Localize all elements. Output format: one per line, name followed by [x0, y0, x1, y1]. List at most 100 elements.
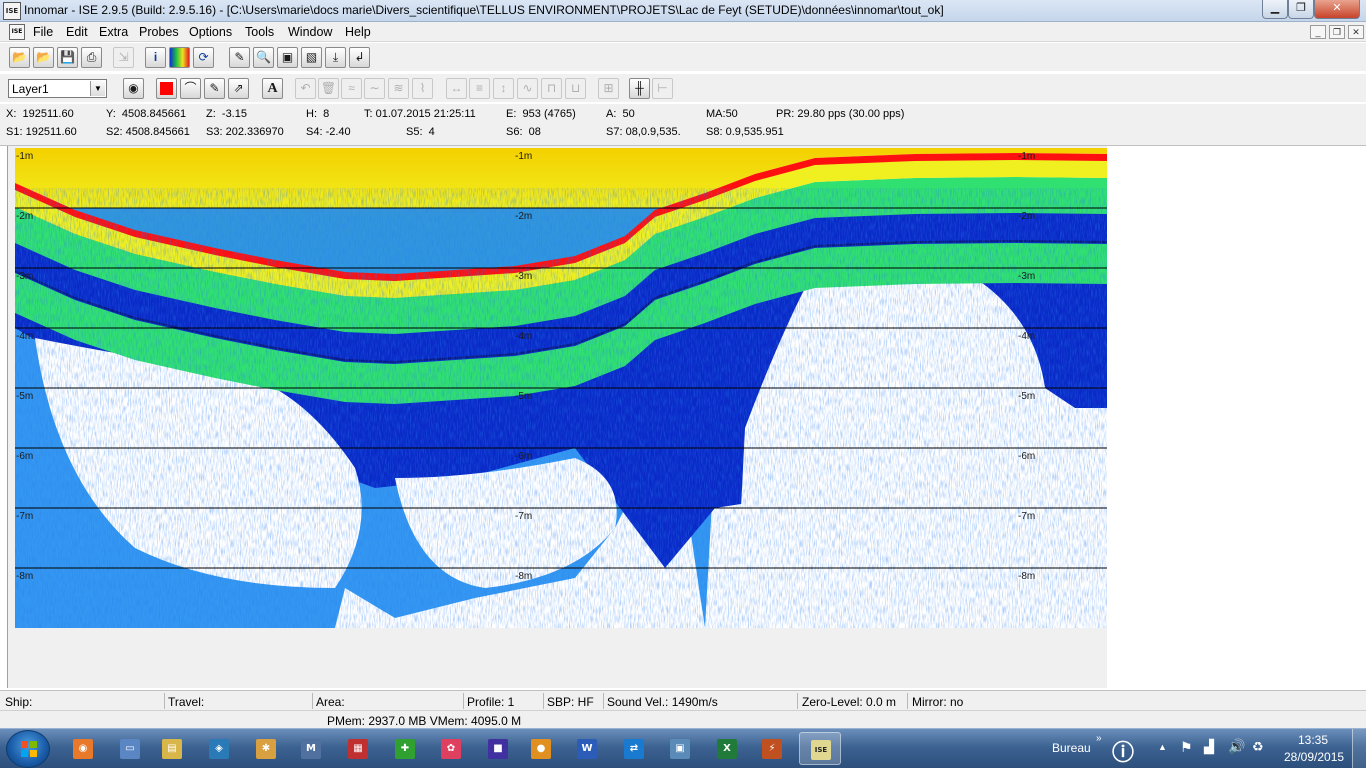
app-9-icon: ▣ [670, 739, 690, 759]
text-tool-icon[interactable]: A [262, 78, 283, 99]
minimize-button[interactable]: ▁ [1262, 0, 1288, 19]
taskbar-app-7[interactable]: ■ [477, 732, 519, 765]
ise-icon: ISE [811, 740, 831, 760]
volume-icon[interactable]: 🔊 [1228, 738, 1246, 754]
highlighter-icon[interactable]: ✎ [204, 78, 225, 99]
markers-icon[interactable]: ╫ [629, 78, 650, 99]
app-icon[interactable]: ISE [3, 2, 21, 20]
eye-icon[interactable]: ◉ [123, 78, 144, 99]
stretch-v-icon[interactable]: ↕ [493, 78, 514, 99]
taskbar-app-4[interactable]: ▦ [337, 732, 379, 765]
sine-icon[interactable]: ∿ [517, 78, 538, 99]
edit-icon[interactable]: ▧ [301, 47, 322, 68]
spike-icon[interactable]: ⌇ [412, 78, 433, 99]
taskbar-app-5[interactable]: ✚ [384, 732, 426, 765]
palette-icon[interactable] [169, 47, 190, 68]
color-swatch-button[interactable] [156, 78, 177, 99]
step-icon[interactable]: ⊔ [565, 78, 586, 99]
maximize-button[interactable]: ❐ [1288, 0, 1314, 19]
info-tray-icon[interactable]: ⓘ [1112, 740, 1135, 765]
align-icon[interactable]: ≡ [469, 78, 490, 99]
taskbar-firefox[interactable]: ◉ [62, 732, 104, 765]
undo-icon[interactable]: ↶ [295, 78, 316, 99]
zoom-icon[interactable]: 🔍 [253, 47, 274, 68]
start-button[interactable] [6, 730, 50, 768]
taskbar-app-8[interactable]: ● [520, 732, 562, 765]
taskbar-app-6[interactable]: ✿ [430, 732, 472, 765]
layer-select[interactable]: Layer1 ▼ [8, 79, 107, 98]
mdi-close-button[interactable]: ✕ [1348, 25, 1364, 39]
clock-date[interactable]: 28/09/2015 [1284, 750, 1345, 764]
taskbar-excel[interactable]: X [706, 732, 748, 765]
network-icon[interactable]: ▟ [1204, 739, 1214, 754]
layer-toolbar [0, 74, 1366, 102]
menu-extra[interactable]: Extra [99, 25, 129, 39]
taskbar-explorer-folder[interactable]: ▤ [151, 732, 193, 765]
app-5-icon: ✚ [395, 739, 415, 759]
taskbar-app-2[interactable]: ✱ [245, 732, 287, 765]
mdi-restore-button[interactable]: ❐ [1329, 25, 1345, 39]
corner-arrow-icon[interactable]: ↲ [349, 47, 370, 68]
chevron-right-icon[interactable]: » [1096, 733, 1102, 744]
document-icon[interactable]: ISE [9, 24, 25, 40]
delete-icon[interactable]: 🗑 [318, 78, 339, 99]
info-s3: S3: 202.336970 [206, 126, 284, 138]
app-7-icon: ■ [488, 739, 508, 759]
info-icon[interactable]: i [145, 47, 166, 68]
taskbar-explorer-window[interactable]: ▭ [109, 732, 151, 765]
depth-label: -2m [515, 211, 532, 222]
print-icon[interactable]: ⎙ [81, 47, 102, 68]
down-arrow-icon[interactable]: ⤓ [325, 47, 346, 68]
taskbar-app-9[interactable]: ▣ [659, 732, 701, 765]
status-separator [312, 693, 313, 709]
fit-icon[interactable]: ▣ [277, 47, 298, 68]
chevron-up-icon[interactable]: ▲ [1158, 742, 1167, 752]
depth-label: -5m [515, 391, 532, 402]
curve-icon[interactable]: ⌒ [180, 78, 201, 99]
clock-time[interactable]: 13:35 [1298, 733, 1329, 747]
show-desktop-button[interactable] [1352, 729, 1366, 768]
depth-label: -8m [515, 571, 532, 582]
filter-icon[interactable]: ≋ [388, 78, 409, 99]
chevron-down-icon[interactable]: ▼ [90, 81, 105, 96]
pen-icon[interactable]: ✎ [229, 47, 250, 68]
action-center-icon[interactable]: ⚑ [1180, 739, 1193, 755]
taskbar-app-1[interactable]: ◈ [198, 732, 240, 765]
save-icon[interactable]: 💾 [57, 47, 78, 68]
open-file-icon[interactable]: 📂 [33, 47, 54, 68]
menu-probes[interactable]: Probes [139, 25, 179, 39]
menu-window[interactable]: Window [288, 25, 333, 39]
taskbar-teamviewer[interactable]: ⇄ [613, 732, 655, 765]
wave-icon[interactable]: ∼ [364, 78, 385, 99]
menu-help[interactable]: Help [345, 25, 371, 39]
taskbar-ise[interactable]: ISE [799, 732, 841, 765]
lock-icon[interactable]: ⊞ [598, 78, 619, 99]
gradient-icon[interactable]: ⇗ [228, 78, 249, 99]
range-icon[interactable]: ⊢ [652, 78, 673, 99]
close-button[interactable]: ✕ [1314, 0, 1360, 19]
mdi-minimize-button[interactable]: _ [1310, 25, 1326, 39]
teamviewer-icon: ⇄ [624, 739, 644, 759]
refresh-icon[interactable]: ⟳ [193, 47, 214, 68]
status-separator [164, 693, 165, 709]
export-icon[interactable]: ⇲ [113, 47, 134, 68]
toolbar-bureau[interactable]: Bureau [1052, 741, 1091, 755]
explorer-folder-icon: ▤ [162, 739, 182, 759]
echogram[interactable]: -1m -1m -1m -2m -2m -2m -3m -3m -3m -4m -4m -4m -5m -… [15, 148, 1107, 628]
taskbar-app-10[interactable]: ⚡ [751, 732, 793, 765]
stretch-h-icon[interactable]: ↔ [446, 78, 467, 99]
info-z: Z: -3.15 [206, 108, 247, 120]
open-folder-icon[interactable]: 📂 [9, 47, 30, 68]
menu-tools[interactable]: Tools [245, 25, 275, 39]
depth-label: -8m [16, 571, 33, 582]
menu-edit[interactable]: Edit [66, 25, 88, 39]
smooth-icon[interactable]: ≈ [341, 78, 362, 99]
status-separator [463, 693, 464, 709]
menu-file[interactable]: File [33, 25, 54, 39]
pulse-icon[interactable]: ⊓ [541, 78, 562, 99]
depth-label: -5m [16, 391, 33, 402]
taskbar-word[interactable]: W [566, 732, 608, 765]
menu-options[interactable]: Options [189, 25, 233, 39]
sync-icon[interactable]: ♻ [1252, 739, 1264, 754]
taskbar-app-3[interactable]: M [290, 732, 332, 765]
